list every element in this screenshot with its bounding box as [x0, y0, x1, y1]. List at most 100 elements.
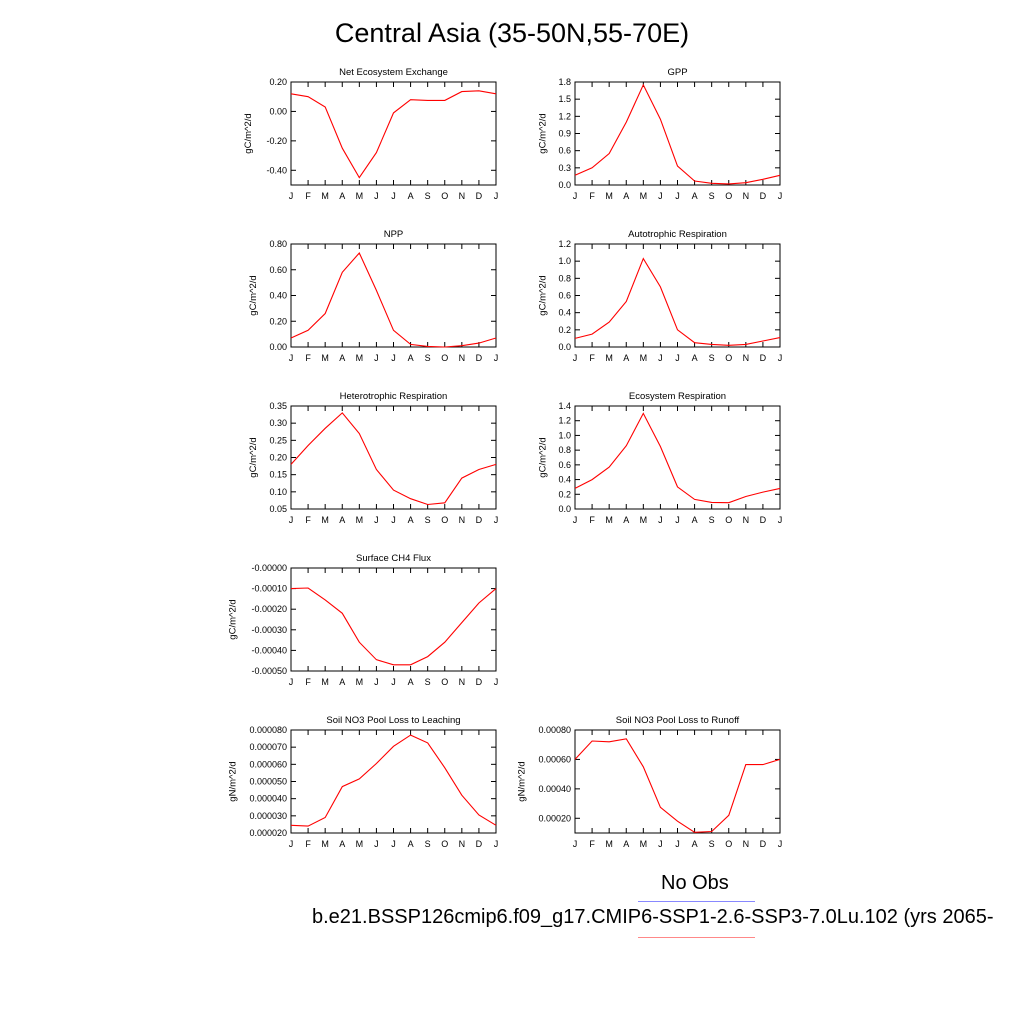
y-tick-label: 0.80 [269, 239, 287, 249]
chart-title: NPP [384, 229, 404, 240]
x-tick-label: J [573, 839, 578, 849]
y-tick-label: 0.000040 [249, 794, 287, 804]
x-tick-label: F [305, 191, 311, 201]
x-tick-label: J [289, 515, 294, 525]
y-axis-label: gN/m^2/d [517, 761, 528, 801]
y-tick-label: -0.40 [266, 165, 287, 175]
chart-title: GPP [667, 67, 687, 78]
x-tick-label: J [494, 839, 499, 849]
x-tick-label: A [339, 677, 345, 687]
x-tick-label: M [356, 839, 364, 849]
y-tick-label: 0.8 [558, 273, 571, 283]
x-tick-label: S [425, 353, 431, 363]
x-tick-label: J [374, 191, 379, 201]
x-tick-label: J [675, 839, 680, 849]
x-tick-label: N [459, 515, 466, 525]
y-tick-label: 0.000080 [249, 725, 287, 735]
x-tick-label: J [778, 515, 783, 525]
y-tick-label: 1.5 [558, 94, 571, 104]
chart-title: Soil NO3 Pool Loss to Leaching [326, 715, 460, 726]
y-tick-label: 0.10 [269, 487, 287, 497]
plot-frame [290, 405, 497, 510]
x-tick-label: J [494, 677, 499, 687]
x-tick-label: A [408, 191, 414, 201]
x-tick-label: M [640, 839, 648, 849]
x-tick-label: D [760, 191, 767, 201]
y-tick-label: 0.60 [269, 265, 287, 275]
x-tick-label: J [374, 677, 379, 687]
x-tick-label: S [425, 191, 431, 201]
x-tick-label: A [339, 353, 345, 363]
x-tick-label: J [573, 191, 578, 201]
series-line [574, 83, 781, 185]
y-axis-label: gC/m^2/d [243, 113, 254, 153]
x-tick-label: O [725, 191, 732, 201]
x-tick-label: M [356, 353, 364, 363]
x-tick-label: A [339, 839, 345, 849]
x-tick-label: M [321, 353, 329, 363]
x-tick-label: J [675, 515, 680, 525]
plot-frame [574, 243, 781, 348]
x-tick-label: J [658, 515, 663, 525]
x-tick-label: M [640, 515, 648, 525]
x-tick-label: M [321, 191, 329, 201]
x-tick-label: J [573, 353, 578, 363]
x-tick-label: M [356, 677, 364, 687]
x-tick-label: M [356, 191, 364, 201]
x-tick-label: N [459, 677, 466, 687]
x-tick-label: A [623, 515, 629, 525]
y-axis-label: gC/m^2/d [537, 113, 548, 153]
y-tick-label: -0.20 [266, 136, 287, 146]
x-tick-label: M [640, 353, 648, 363]
x-tick-label: N [743, 353, 750, 363]
legend-obs-label: No Obs [661, 872, 729, 894]
y-tick-label: 0.40 [269, 291, 287, 301]
x-tick-label: N [743, 839, 750, 849]
y-axis-label: gC/m^2/d [537, 437, 548, 477]
x-tick-label: J [494, 191, 499, 201]
y-tick-label: 0.05 [269, 504, 287, 514]
plot-frame [290, 567, 497, 672]
x-tick-label: J [391, 353, 396, 363]
y-tick-label: 0.25 [269, 435, 287, 445]
y-tick-label: -0.00040 [251, 645, 287, 655]
x-tick-label: M [321, 677, 329, 687]
x-tick-label: J [778, 839, 783, 849]
y-tick-label: 0.6 [558, 460, 571, 470]
y-tick-label: 0.30 [269, 418, 287, 428]
x-tick-label: J [573, 515, 578, 525]
x-tick-label: J [658, 353, 663, 363]
y-tick-label: 0.0 [558, 504, 571, 514]
y-tick-label: 1.2 [558, 416, 571, 426]
y-tick-label: 0.2 [558, 325, 571, 335]
x-tick-label: A [692, 191, 698, 201]
y-tick-label: 0.3 [558, 163, 571, 173]
plot-frame [290, 81, 497, 186]
y-tick-label: 0.000020 [249, 828, 287, 838]
series-line [290, 90, 497, 179]
x-tick-label: A [623, 191, 629, 201]
x-tick-label: A [408, 677, 414, 687]
y-tick-label: 0.000030 [249, 811, 287, 821]
x-tick-label: N [459, 353, 466, 363]
x-tick-label: J [675, 353, 680, 363]
plot-frame [290, 243, 497, 348]
chart-title: Ecosystem Respiration [629, 391, 726, 402]
y-axis-label: gC/m^2/d [227, 599, 238, 639]
chart-panel-8: J F M A M J J A S O N D J0.0000200.0000300.0000400.0… [227, 715, 498, 849]
x-tick-label: N [743, 515, 750, 525]
y-tick-label: 0.000060 [249, 759, 287, 769]
y-axis-label: gN/m^2/d [227, 761, 238, 801]
x-tick-label: F [589, 191, 595, 201]
y-tick-label: 0.0 [558, 180, 571, 190]
x-tick-label: J [675, 191, 680, 201]
chart-panel-3: J F M A M J J A S O N D J0.000.200.400.600.80NPPgC/m… [248, 229, 498, 363]
x-tick-label: N [459, 839, 466, 849]
x-tick-label: J [374, 515, 379, 525]
x-tick-label: F [589, 839, 595, 849]
x-tick-label: M [605, 515, 613, 525]
x-tick-label: A [408, 353, 414, 363]
y-tick-label: 0.9 [558, 129, 571, 139]
x-tick-label: O [441, 353, 448, 363]
x-tick-label: M [356, 515, 364, 525]
